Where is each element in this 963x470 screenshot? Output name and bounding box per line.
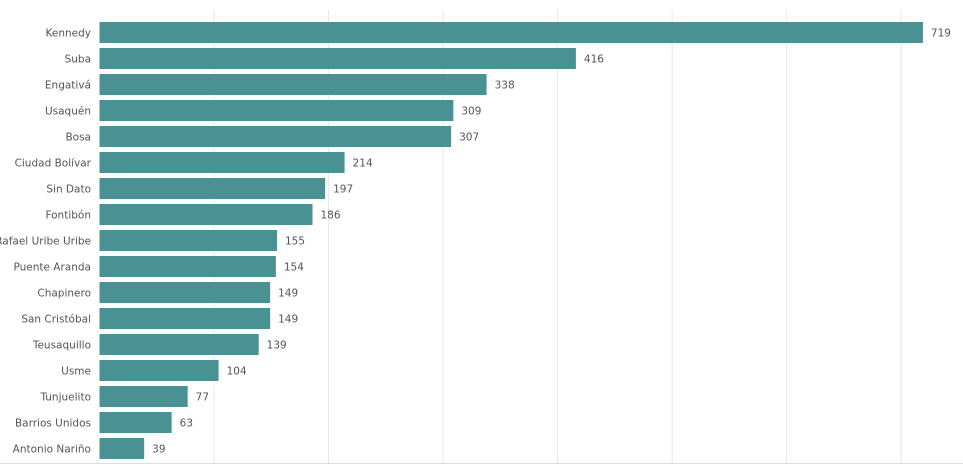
- bar: [99, 334, 259, 355]
- category-label: Engativá: [45, 80, 91, 92]
- bar: [99, 230, 278, 251]
- data-label: 63: [180, 418, 193, 430]
- data-label: 139: [267, 340, 287, 352]
- data-label: 154: [284, 262, 304, 274]
- category-label: Bosa: [65, 132, 91, 144]
- category-label: Usme: [61, 366, 91, 378]
- data-label: 186: [321, 210, 341, 222]
- bar: [99, 48, 576, 69]
- bar: [99, 308, 271, 329]
- category-label: Antonio Nariño: [13, 444, 91, 456]
- category-label: Suba: [65, 54, 91, 66]
- bar: [99, 204, 313, 225]
- data-label: 197: [333, 184, 353, 196]
- data-label: 338: [495, 80, 515, 92]
- category-label: Chapinero: [37, 288, 91, 300]
- bar: [99, 438, 145, 459]
- data-label: 149: [278, 314, 298, 326]
- bar: [99, 360, 219, 381]
- category-label: San Cristóbal: [21, 314, 91, 326]
- data-label: 307: [459, 132, 479, 144]
- category-label: Rafael Uribe Uribe: [0, 236, 91, 248]
- category-label: Puente Aranda: [13, 262, 91, 274]
- data-label: 149: [278, 288, 298, 300]
- category-label: Kennedy: [46, 28, 91, 40]
- bar: [99, 74, 487, 95]
- data-label: 416: [584, 54, 604, 66]
- data-label: 309: [461, 106, 481, 118]
- bar: [99, 256, 276, 277]
- bar: [99, 152, 345, 173]
- category-label: Fontibón: [45, 210, 91, 222]
- category-label: Ciudad Bolívar: [15, 158, 92, 170]
- bar: [99, 412, 172, 433]
- data-label: 39: [152, 444, 165, 456]
- category-label: Tunjuelito: [39, 392, 91, 404]
- bar: [99, 178, 326, 199]
- category-label: Usaquén: [45, 106, 91, 118]
- data-label: 214: [353, 158, 373, 170]
- bar: [99, 282, 271, 303]
- category-label: Teusaquillo: [32, 340, 91, 352]
- bar: [99, 22, 923, 43]
- data-label: 155: [285, 236, 305, 248]
- data-label: 719: [931, 28, 951, 40]
- bar: [99, 100, 454, 121]
- data-label: 104: [227, 366, 247, 378]
- bar: [99, 386, 188, 407]
- category-label: Sin Dato: [46, 184, 91, 196]
- category-label: Barrios Unidos: [15, 418, 91, 430]
- bar: [99, 126, 452, 147]
- data-label: 77: [196, 392, 209, 404]
